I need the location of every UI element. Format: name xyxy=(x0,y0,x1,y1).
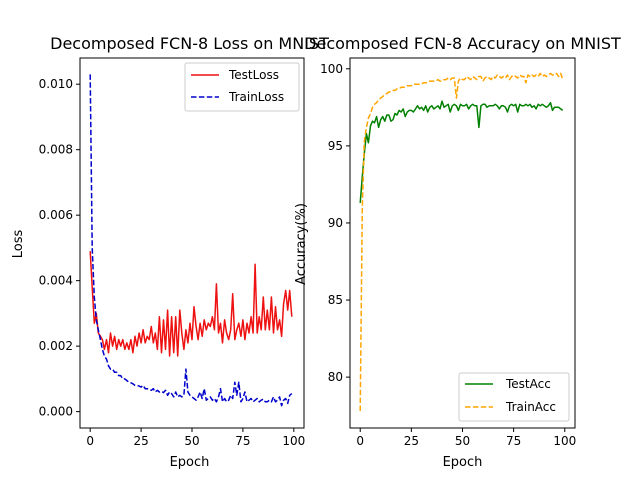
acc-ytick-label: 90 xyxy=(328,216,343,230)
accuracy-chart-ylabel: Accuracy(%) xyxy=(294,203,309,285)
loss-chart-ylabel: Loss xyxy=(11,230,26,259)
loss-xtick-label: 50 xyxy=(184,434,199,448)
accuracy-chart-frame xyxy=(349,57,576,429)
accuracy-legend-label-testacc: TestAcc xyxy=(505,377,551,391)
loss-ytick-label: 0.002 xyxy=(39,339,73,353)
accuracy-chart-lines xyxy=(359,72,564,412)
accuracy-chart-xlabel: Epoch xyxy=(443,455,483,470)
accuracy-chart: Decomposed FCN-8 Accuracy on MNIST Epoch… xyxy=(294,34,621,470)
loss-series-testloss-line xyxy=(89,251,293,357)
loss-chart-ticks: 0 25 50 75 100 0.000 0.002 0.004 0.006 0.008 0.010 xyxy=(39,77,306,448)
accuracy-legend-label-trainacc: TrainAcc xyxy=(505,400,556,414)
loss-chart-title: Decomposed FCN-8 Loss on MNIST xyxy=(50,34,329,53)
acc-ytick-label: 80 xyxy=(328,370,343,384)
loss-ytick-label: 0.004 xyxy=(39,274,73,288)
loss-xtick-label: 75 xyxy=(235,434,250,448)
loss-ytick-label: 0.000 xyxy=(39,405,73,419)
acc-ytick-label: 85 xyxy=(328,293,343,307)
acc-series-testacc-line xyxy=(359,100,564,203)
loss-xtick-label: 0 xyxy=(86,434,94,448)
loss-legend-label-trainloss: TrainLoss xyxy=(228,90,284,104)
loss-chart-xlabel: Epoch xyxy=(170,455,210,470)
acc-ytick-label: 95 xyxy=(328,139,343,153)
acc-xtick-label: 0 xyxy=(356,434,364,448)
loss-chart-legend: TestLoss TrainLoss xyxy=(184,62,300,112)
loss-xtick-label: 25 xyxy=(133,434,148,448)
accuracy-chart-legend: TestAcc TrainAcc xyxy=(458,372,570,422)
acc-ytick-label: 100 xyxy=(320,62,343,76)
loss-xtick-label: 100 xyxy=(282,434,305,448)
accuracy-legend-box xyxy=(458,372,570,422)
loss-ytick-label: 0.008 xyxy=(39,143,73,157)
acc-xtick-label: 100 xyxy=(553,434,576,448)
loss-legend-label-testloss: TestLoss xyxy=(228,68,279,82)
loss-chart: Decomposed FCN-8 Loss on MNIST Epoch Los… xyxy=(11,34,329,470)
acc-xtick-label: 50 xyxy=(455,434,470,448)
accuracy-chart-ticks: 0 25 50 75 100 80 85 90 95 100 xyxy=(320,62,576,448)
loss-chart-frame xyxy=(79,57,305,429)
acc-series-trainacc-line xyxy=(359,72,564,412)
loss-ytick-label: 0.010 xyxy=(39,77,73,91)
acc-xtick-label: 25 xyxy=(404,434,419,448)
loss-ytick-label: 0.006 xyxy=(39,208,73,222)
accuracy-chart-title: Decomposed FCN-8 Accuracy on MNIST xyxy=(304,34,621,53)
acc-xtick-label: 75 xyxy=(506,434,521,448)
loss-chart-lines xyxy=(89,74,293,407)
